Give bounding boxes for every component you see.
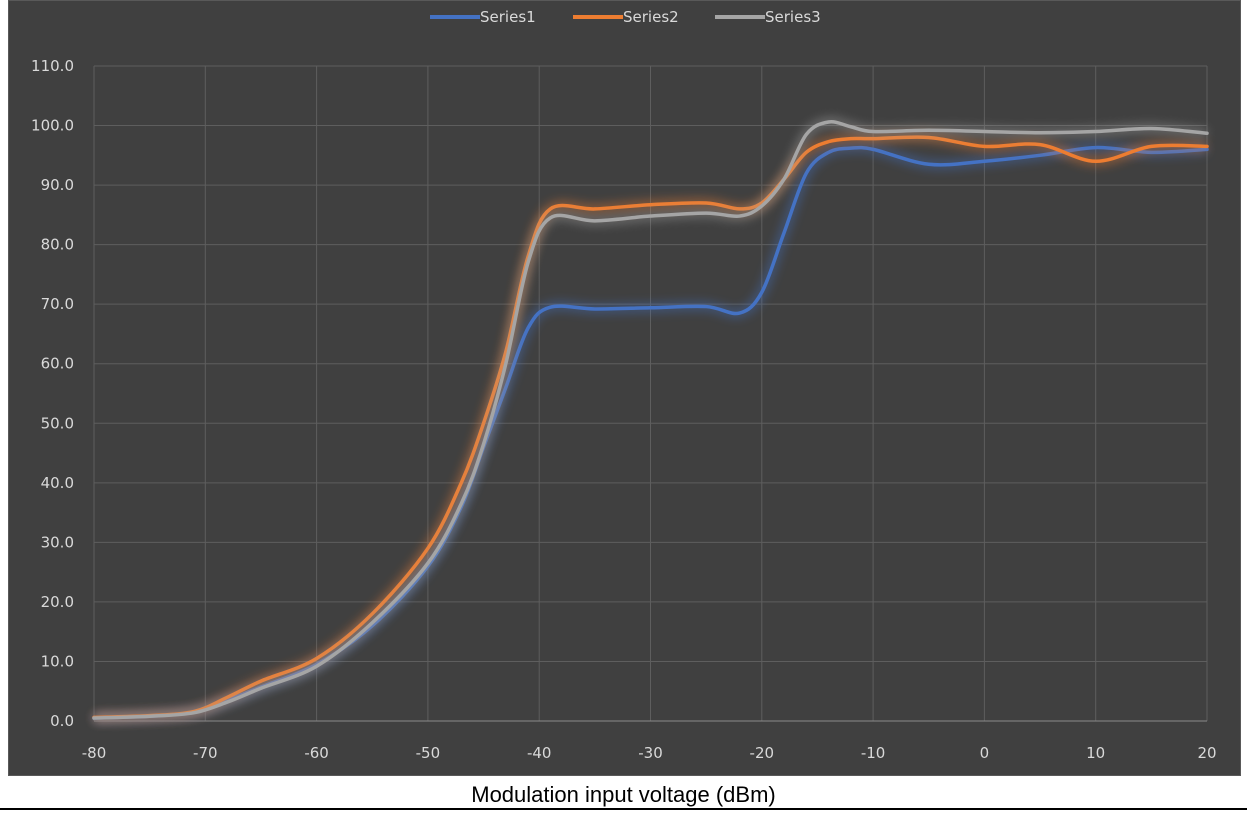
x-axis-label: Modulation input voltage (dBm) [471, 782, 776, 807]
x-tick-label: 0 [980, 744, 990, 762]
y-tick-label: 30.0 [41, 533, 74, 551]
legend-entry: Series2 [623, 8, 679, 26]
y-tick-label: 40.0 [41, 474, 74, 492]
y-tick-label: 60.0 [41, 355, 74, 373]
series-lines [92, 117, 1209, 723]
x-tick-label: -10 [861, 744, 886, 762]
x-tick-label: -20 [750, 744, 775, 762]
y-tick-label: 80.0 [41, 236, 74, 254]
x-tick-label: -40 [527, 744, 552, 762]
x-tick-label: -30 [638, 744, 663, 762]
y-tick-label: 20.0 [41, 593, 74, 611]
series-series3 [92, 117, 1209, 723]
y-tick-label: 0.0 [50, 712, 74, 730]
divider [0, 808, 1247, 810]
y-tick-label: 110.0 [31, 57, 74, 75]
y-tick-label: 100.0 [31, 117, 74, 135]
series-series2 [92, 132, 1209, 722]
legend-entry: Series3 [765, 8, 821, 26]
y-tick-label: 70.0 [41, 295, 74, 313]
gridlines [93, 65, 1208, 722]
axes: -80 -70 -60 -50 -40 -30 -20 -10 0 10 20 0.0 10.0 20.0… [31, 57, 1217, 762]
y-tick-label: 50.0 [41, 414, 74, 432]
series-line [92, 119, 1209, 720]
y-tick-label: 90.0 [41, 176, 74, 194]
x-tick-label: -60 [304, 744, 329, 762]
x-tick-label: -80 [82, 744, 107, 762]
x-tick-label: 20 [1197, 744, 1216, 762]
series-line [92, 135, 1209, 720]
line-chart: -80 -70 -60 -50 -40 -30 -20 -10 0 10 20 0.0 10.0 20.0… [31, 8, 1217, 762]
legend-entry: Series1 [480, 8, 536, 26]
y-tick-label: 10.0 [41, 652, 74, 670]
legend: Series1 Series2 Series3 [430, 8, 821, 26]
x-tick-label: -50 [416, 744, 441, 762]
x-tick-label: 10 [1086, 744, 1105, 762]
x-tick-label: -70 [193, 744, 218, 762]
